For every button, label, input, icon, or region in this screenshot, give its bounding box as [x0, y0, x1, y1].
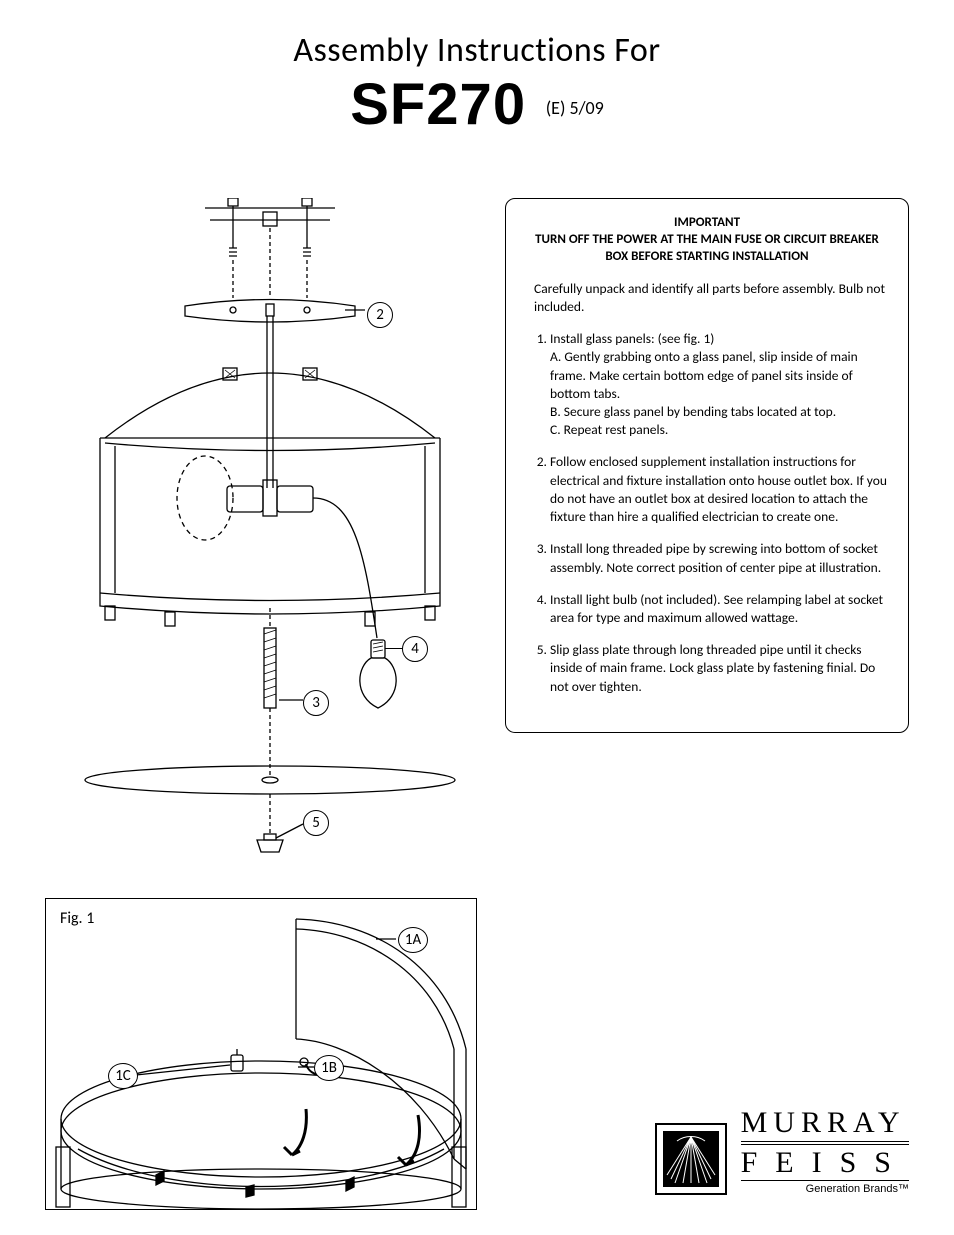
- instructions-box: IMPORTANT TURN OFF THE POWER AT THE MAIN…: [505, 198, 909, 733]
- important-body: TURN OFF THE POWER AT THE MAIN FUSE OR C…: [535, 232, 879, 264]
- step-4: Install light bulb (not included). See r…: [550, 591, 890, 627]
- brand-tagline: Generation Brands™: [741, 1183, 909, 1195]
- callout-1c: 1C: [108, 1063, 138, 1089]
- brand-text: MURRAY FEISS Generation Brands™: [741, 1107, 909, 1195]
- content-row: 2 3 4 5 IMPORTANT TURN OFF THE POWER AT …: [45, 198, 909, 878]
- important-warning: IMPORTANT TURN OFF THE POWER AT THE MAIN…: [524, 215, 890, 266]
- important-title: IMPORTANT: [674, 215, 740, 230]
- brand-logo: MURRAY FEISS Generation Brands™: [655, 1107, 909, 1195]
- figure-1-label: Fig. 1: [60, 909, 94, 928]
- step-1-sub-b: B. Secure glass panel by bending tabs lo…: [550, 403, 890, 421]
- fixture-svg: [45, 198, 475, 878]
- main-diagram: 2 3 4 5: [45, 198, 475, 878]
- brand-name-line2: FEISS: [741, 1144, 909, 1182]
- callout-3: 3: [303, 690, 329, 716]
- step-3: Install long threaded pipe by screwing i…: [550, 540, 890, 576]
- step-1-sub-c: C. Repeat rest panels.: [550, 421, 890, 439]
- step-1: Install glass panels: (see fig. 1) A. Ge…: [550, 330, 890, 439]
- step-3-text: Install long threaded pipe by screwing i…: [550, 540, 881, 575]
- callout-2: 2: [367, 302, 393, 328]
- steps-list: Install glass panels: (see fig. 1) A. Ge…: [524, 330, 890, 696]
- callout-5: 5: [303, 810, 329, 836]
- model-number: SF270: [350, 72, 526, 137]
- title-line2: SF270 (E) 5/09: [350, 71, 604, 138]
- header: Assembly Instructions For SF270 (E) 5/09: [45, 30, 909, 138]
- title-line1: Assembly Instructions For: [45, 30, 909, 71]
- brand-name-line1: MURRAY: [741, 1107, 909, 1142]
- callout-1b: 1B: [314, 1055, 344, 1081]
- intro-text: Carefully unpack and identify all parts …: [534, 280, 890, 316]
- callout-1a: 1A: [398, 927, 428, 953]
- callout-4: 4: [402, 636, 428, 662]
- step-5-text: Slip glass plate through long threaded p…: [550, 641, 875, 694]
- step-2-text: Follow enclosed supplement installation …: [550, 453, 887, 525]
- figure-1: Fig. 1: [45, 898, 477, 1210]
- step-1-text: Install glass panels: (see fig. 1): [550, 330, 714, 347]
- revision-date: (E) 5/09: [546, 97, 604, 119]
- step-4-text: Install light bulb (not included). See r…: [550, 591, 883, 626]
- step-1-sub-a: A. Gently grabbing onto a glass panel, s…: [550, 348, 890, 403]
- brand-icon: [655, 1123, 727, 1195]
- step-5: Slip glass plate through long threaded p…: [550, 641, 890, 696]
- step-2: Follow enclosed supplement installation …: [550, 453, 890, 526]
